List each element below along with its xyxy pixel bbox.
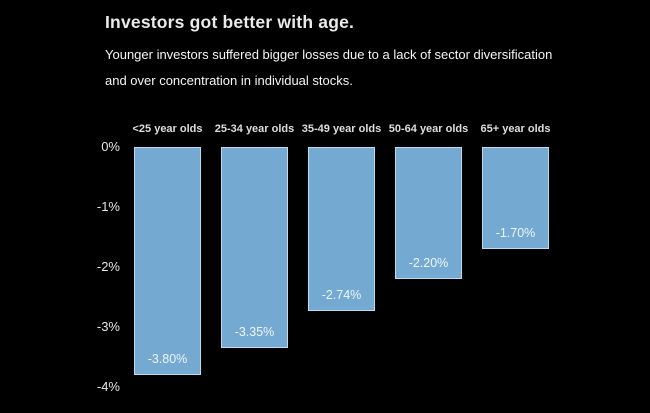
bar-value-label: -3.80% <box>147 352 188 366</box>
bar: -3.35% <box>221 147 288 348</box>
bar: -2.74% <box>308 147 375 312</box>
bar-value-label: -2.20% <box>408 256 449 270</box>
y-axis-tick-label: -1% <box>96 199 120 214</box>
chart-subtitle: Younger investors suffered bigger losses… <box>105 47 553 88</box>
bar-value-label: -2.74% <box>321 288 362 303</box>
bar: -1.70% <box>482 147 549 249</box>
bar-value-label: -1.70% <box>495 226 536 240</box>
y-axis-tick-label: 0% <box>101 139 120 154</box>
page-title: Investors got better with age. <box>105 12 355 32</box>
category-label: <25 year olds <box>132 123 203 135</box>
bar: -3.80% <box>134 147 201 375</box>
y-axis-tick-label: -4% <box>96 379 120 394</box>
category-label: 35-49 year olds <box>301 123 382 135</box>
category-label: 50-64 year olds <box>388 123 469 135</box>
y-axis-tick-label: -3% <box>96 319 120 334</box>
y-axis-tick-label: -2% <box>96 259 120 274</box>
bar: -2.20% <box>395 147 462 279</box>
category-label: 25-34 year olds <box>214 123 295 135</box>
bar-value-label: -3.35% <box>234 325 275 339</box>
category-label: 65+ year olds <box>480 123 551 135</box>
